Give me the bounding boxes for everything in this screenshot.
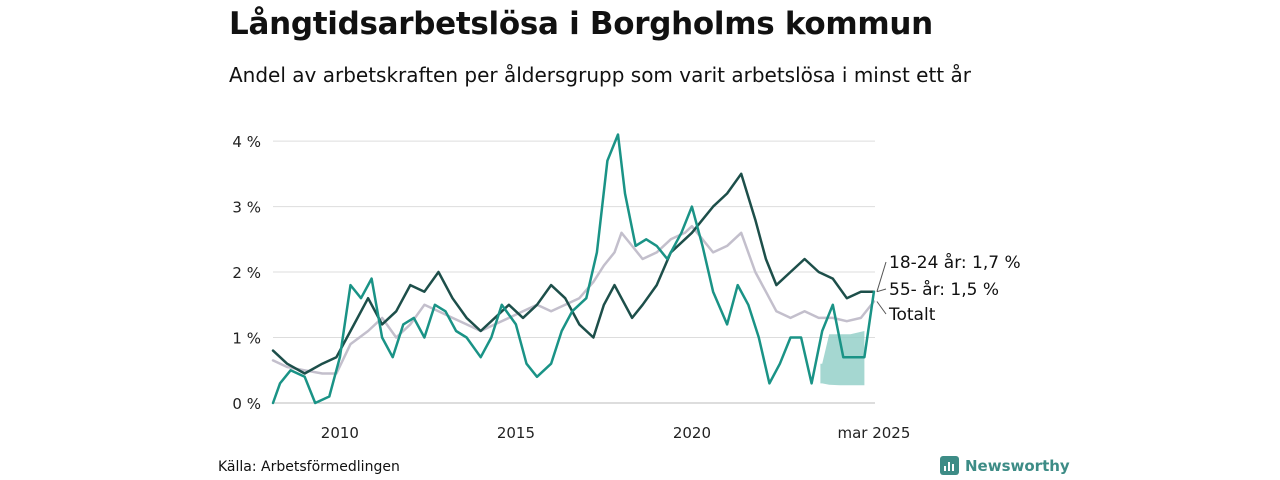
- end-label-55-plus: 55- år: 1,5 %: [889, 279, 999, 300]
- brand-logo: Newsworthy: [940, 456, 1070, 475]
- x-tick-label: mar 2025: [837, 424, 910, 442]
- y-tick-label: 2 %: [232, 264, 261, 282]
- y-tick-label: 0 %: [232, 395, 261, 413]
- page-subtitle: Andel av arbetskraften per åldersgrupp s…: [229, 63, 971, 87]
- leader-line: [876, 301, 887, 315]
- page-title: Långtidsarbetslösa i Borgholms kommun: [229, 6, 933, 42]
- leader-line: [876, 261, 887, 292]
- y-tick-label: 1 %: [232, 330, 261, 348]
- y-tick-label: 3 %: [232, 199, 261, 217]
- x-tick-label: 2015: [497, 424, 535, 442]
- y-tick-label: 4 %: [232, 133, 261, 151]
- end-label-18-24: 18-24 år: 1,7 %: [889, 252, 1021, 273]
- source-note: Källa: Arbetsförmedlingen: [218, 459, 400, 475]
- brand-name: Newsworthy: [965, 456, 1070, 475]
- series-line-total: [271, 224, 876, 375]
- series-line-18-24: [271, 133, 876, 405]
- series-line-55-plus: [271, 172, 876, 375]
- end-label-total: Totalt: [888, 305, 936, 325]
- bar-chart-icon: [940, 456, 959, 475]
- leader-line: [876, 288, 887, 293]
- x-tick-label: 2010: [321, 424, 359, 442]
- uncertainty-band: [820, 331, 865, 386]
- x-tick-label: 2020: [673, 424, 711, 442]
